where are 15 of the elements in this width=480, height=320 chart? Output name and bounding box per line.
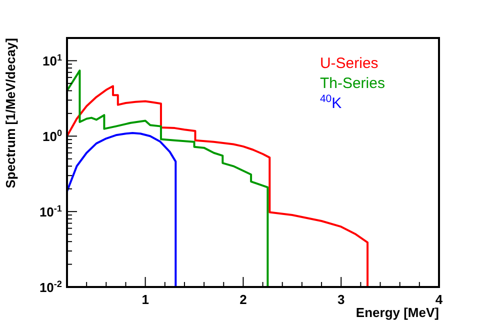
x-tick-label: 4 [435,292,444,307]
x-tick-label: 2 [240,292,247,307]
x-axis-title: Energy [MeV] [356,305,439,320]
y-tick-label: 10$^{-2}$ [39,279,62,295]
text: $^{40}$K [320,93,342,112]
text: Th-Series [320,75,385,92]
x-tick-label: 3 [337,292,345,307]
y-tick-label: 10$^{-1}$ [39,204,62,220]
y-tick-label: 10$^{0}$ [42,128,62,144]
y-tick-label: 10$^{1}$ [42,52,62,69]
text: U-Series [320,55,378,72]
line-series [67,70,269,288]
y-axis-title: Spectrum [1/MeV/decay] [3,38,18,188]
line-series [67,132,177,288]
x-tick-label: 1 [142,292,149,307]
